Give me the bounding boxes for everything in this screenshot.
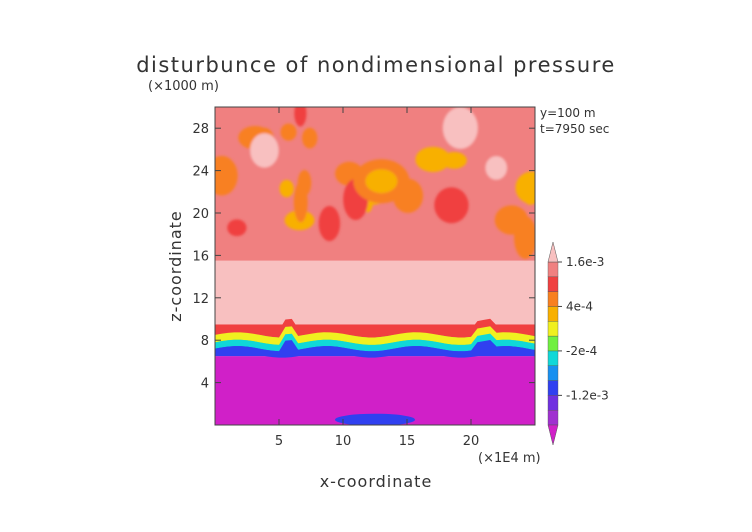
cell-26 [215, 155, 238, 196]
colorbar-level-7 [547, 321, 559, 337]
y-unit-label: (×1000 m) [148, 79, 219, 94]
field-band-0 [215, 356, 535, 425]
x-unit-label: (×1E4 m) [478, 451, 541, 466]
x-axis-label: x-coordinate [320, 472, 433, 491]
colorbar-level-5 [547, 350, 559, 366]
field-band-4 [215, 260, 535, 325]
colorbar-level-11 [547, 261, 559, 278]
colorbar-level-2 [547, 395, 559, 411]
colorbar-tick-label: -1.2e-3 [566, 388, 609, 402]
plot-frame [214, 106, 536, 426]
cell-14 [415, 146, 451, 172]
cell-29 [302, 127, 318, 149]
cell-2 [485, 155, 508, 180]
y-tick-label: 8 [201, 334, 209, 349]
cell-33 [434, 187, 469, 224]
colorbar-tick-label: 4e-4 [566, 299, 593, 313]
gradient-band-3 [215, 339, 535, 358]
y-tick-label: 16 [192, 249, 209, 264]
colorbar-level-6 [547, 335, 559, 352]
annotation-y: y=100 m [540, 106, 596, 120]
x-tick-label: 20 [463, 434, 480, 449]
x-tick-label: 15 [399, 434, 416, 449]
annotation-t: t=7950 sec [540, 122, 609, 136]
colorbar-tick-label: 1.6e-3 [566, 255, 604, 269]
upper-cells [215, 107, 535, 259]
cell-34 [293, 181, 308, 223]
bottom-blue-patch [335, 413, 415, 425]
colorbar-tick-label: -2e-4 [566, 344, 597, 358]
x-axis: 5 10 15 20 [275, 107, 479, 449]
colorbar: 1.6e-3 4e-4 -2e-4 -1.2e-3 [547, 241, 609, 446]
x-tick-label: 10 [335, 434, 352, 449]
y-tick-label: 24 [192, 165, 209, 180]
colorbar-level-8 [547, 306, 559, 322]
cell-25 [280, 123, 297, 141]
y-tick-label: 12 [192, 292, 209, 307]
colorbar-level-3 [547, 380, 559, 396]
cell-19 [318, 205, 341, 242]
y-axis: 4 8 12 16 20 24 28 [192, 122, 535, 392]
cell-18 [441, 152, 467, 169]
cell-22 [515, 171, 535, 204]
cell-11 [494, 205, 529, 235]
field-band-3 [215, 324, 535, 335]
y-axis-label: z-coordinate [166, 210, 185, 322]
cell-20 [294, 107, 307, 127]
colorbar-level-10 [547, 276, 559, 292]
cell-13 [279, 179, 294, 198]
y-tick-label: 20 [192, 207, 209, 222]
colorbar-extend-top [547, 241, 559, 263]
cell-center-core [365, 169, 398, 194]
colorbar-extend-bottom [547, 424, 559, 446]
pressure-field [215, 107, 535, 425]
colorbar-level-4 [547, 365, 559, 381]
y-tick-label: 28 [192, 122, 209, 137]
x-tick-label: 5 [275, 434, 283, 449]
colorbar-level-9 [547, 291, 559, 307]
cell-24 [250, 133, 279, 168]
y-tick-label: 4 [201, 377, 209, 392]
cell-17 [442, 107, 478, 149]
cell-35 [227, 219, 247, 237]
colorbar-level-1 [547, 409, 559, 426]
chart-title: disturbunce of nondimensional pressure [136, 53, 616, 77]
